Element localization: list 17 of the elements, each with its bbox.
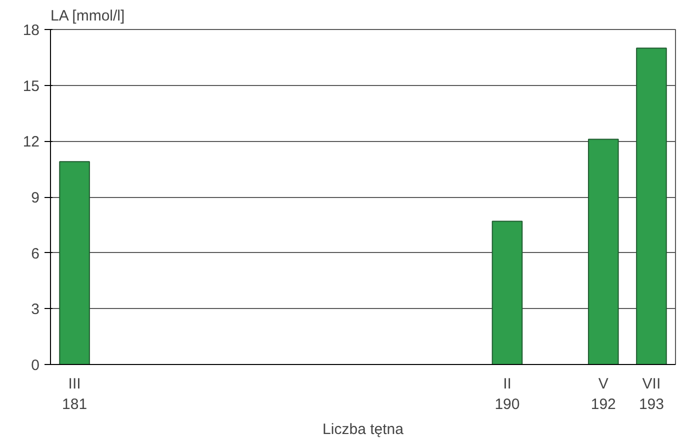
x-tick-label: III 181 <box>62 376 88 413</box>
y-tick-label: 6 <box>31 245 40 262</box>
x-tick-label: VII 193 <box>638 376 664 413</box>
y-tick-label: 0 <box>31 357 40 374</box>
x-tick-label: V 192 <box>590 376 616 413</box>
y-tick-label: 15 <box>22 78 40 95</box>
y-axis-title: LA [mmol/l] <box>50 8 125 24</box>
x-axis-title: Liczba tętna <box>322 420 404 438</box>
bar <box>636 48 667 364</box>
y-tick-label: 18 <box>22 22 40 39</box>
bar <box>588 138 619 364</box>
y-tick-label: 3 <box>31 301 40 318</box>
bar <box>492 220 523 364</box>
y-tick-label: 9 <box>31 190 40 206</box>
bar <box>59 161 90 364</box>
y-tick-label: 12 <box>22 134 40 151</box>
x-tick-label: II 190 <box>494 376 520 413</box>
